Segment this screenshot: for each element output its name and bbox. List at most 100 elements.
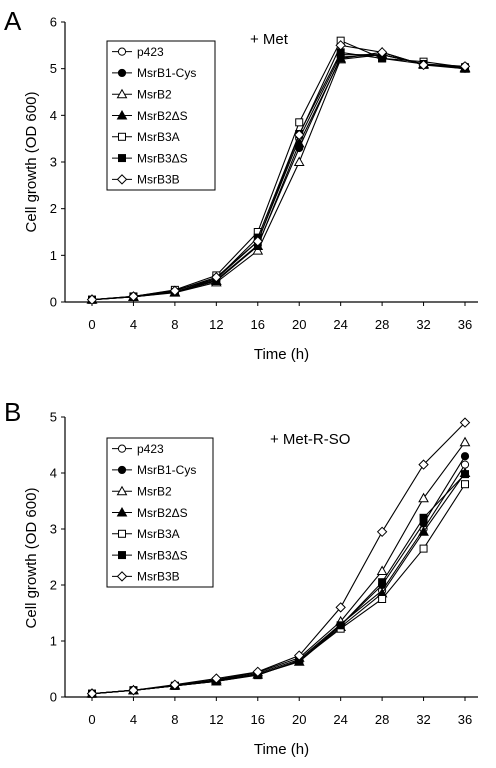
x-tick-label: 36 <box>458 712 472 727</box>
data-point <box>461 480 469 489</box>
data-point <box>294 129 305 141</box>
data-point <box>418 59 429 71</box>
data-point <box>294 650 305 661</box>
legend-marker <box>118 132 126 141</box>
legend-marker <box>117 444 127 453</box>
x-axis-title: Time (h) <box>254 346 309 363</box>
data-point <box>169 285 181 297</box>
legend-label: MsrB1-Cys <box>137 463 196 477</box>
legend-item: MsrB3A <box>112 130 180 144</box>
data-point <box>211 272 222 283</box>
x-tick-label: 8 <box>171 317 178 332</box>
data-point <box>460 452 470 461</box>
x-tick-label: 16 <box>251 317 265 332</box>
legend: p423 MsrB1-Cys MsrB2 MsrB2ΔS MsrB3A MsrB3ΔS Ms… <box>106 437 214 588</box>
data-point <box>293 156 305 166</box>
data-point <box>376 565 388 575</box>
series-MsrB3B <box>86 40 471 305</box>
legend-label: MsrB3A <box>137 527 180 541</box>
data-point <box>459 61 471 72</box>
y-axis-title: Cell growth (OD 600) <box>23 92 40 233</box>
legend-marker <box>116 506 128 517</box>
data-point <box>376 47 388 58</box>
legend-item: MsrB1-Cys <box>112 463 196 477</box>
x-tick-label: 20 <box>292 317 306 332</box>
panel-letter: A <box>4 6 22 36</box>
data-point <box>418 526 429 536</box>
legend-marker <box>116 174 128 185</box>
legend-marker <box>116 109 128 120</box>
y-tick-label: 3 <box>50 155 57 170</box>
data-point <box>418 459 429 470</box>
y-tick-label: 4 <box>50 466 57 481</box>
y-tick-label: 2 <box>50 578 57 593</box>
series-line <box>91 51 466 301</box>
legend-label: MsrB1-Cys <box>137 66 196 80</box>
legend-label: MsrB2 <box>137 88 172 102</box>
x-axis-title: Time (h) <box>254 741 309 758</box>
y-tick-label: 0 <box>50 690 57 705</box>
series-line <box>91 44 466 301</box>
legend-marker <box>117 47 127 56</box>
y-tick-label: 2 <box>50 201 57 216</box>
data-point <box>293 137 305 148</box>
x-tick-label: 4 <box>130 317 137 332</box>
x-tick-label: 0 <box>88 317 95 332</box>
data-point <box>335 602 346 613</box>
panel-letter: B <box>4 397 21 427</box>
condition-label: + Met-R-SO <box>270 431 350 448</box>
series-MsrB3B <box>86 417 471 699</box>
legend-label: MsrB3B <box>137 570 180 584</box>
legend-item: MsrB3ΔS <box>112 548 188 562</box>
data-point <box>459 417 471 428</box>
y-tick-label: 3 <box>50 522 57 537</box>
legend-item: MsrB2 <box>112 88 172 102</box>
y-tick-label: 1 <box>50 248 57 263</box>
y-tick-label: 5 <box>50 61 57 76</box>
legend-item: MsrB3B <box>112 570 180 584</box>
legend-label: MsrB2ΔS <box>137 506 188 520</box>
legend-marker <box>116 88 128 99</box>
legend-marker <box>118 551 126 560</box>
legend-item: MsrB2ΔS <box>112 109 188 123</box>
x-tick-label: 12 <box>209 317 223 332</box>
data-point <box>335 40 346 51</box>
x-tick-label: 24 <box>333 317 347 332</box>
legend-item: MsrB3ΔS <box>112 151 188 165</box>
x-tick-label: 24 <box>333 712 347 727</box>
legend-item: p423 <box>112 442 164 456</box>
y-tick-label: 6 <box>50 15 57 30</box>
legend-item: MsrB3A <box>112 527 180 541</box>
legend: p423 MsrB1-Cys MsrB2 MsrB2ΔS MsrB3A MsrB3ΔS Ms… <box>106 40 216 191</box>
legend-item: MsrB2ΔS <box>112 506 188 520</box>
legend-label: p423 <box>137 45 164 59</box>
legend-label: MsrB2ΔS <box>137 109 188 123</box>
data-point <box>295 118 304 127</box>
data-point <box>128 685 139 696</box>
legend-marker <box>117 465 127 475</box>
data-point <box>86 294 98 305</box>
legend-marker <box>116 571 128 582</box>
x-tick-label: 20 <box>292 712 306 727</box>
data-point <box>459 436 471 447</box>
data-point <box>252 236 263 247</box>
legend-label: MsrB2 <box>137 485 172 499</box>
data-point <box>128 291 139 302</box>
y-tick-label: 1 <box>50 634 57 649</box>
y-tick-label: 0 <box>50 295 57 310</box>
data-point <box>378 595 387 603</box>
data-point <box>461 470 469 479</box>
legend-label: MsrB3ΔS <box>137 151 188 165</box>
data-point <box>418 492 429 503</box>
data-point <box>252 245 264 255</box>
legend-marker <box>116 485 128 496</box>
data-point <box>86 688 98 699</box>
x-tick-label: 0 <box>88 712 95 727</box>
data-point <box>336 621 345 630</box>
x-tick-label: 4 <box>130 712 137 727</box>
x-tick-label: 16 <box>251 712 265 727</box>
series-line <box>91 473 466 695</box>
data-point <box>376 526 388 538</box>
